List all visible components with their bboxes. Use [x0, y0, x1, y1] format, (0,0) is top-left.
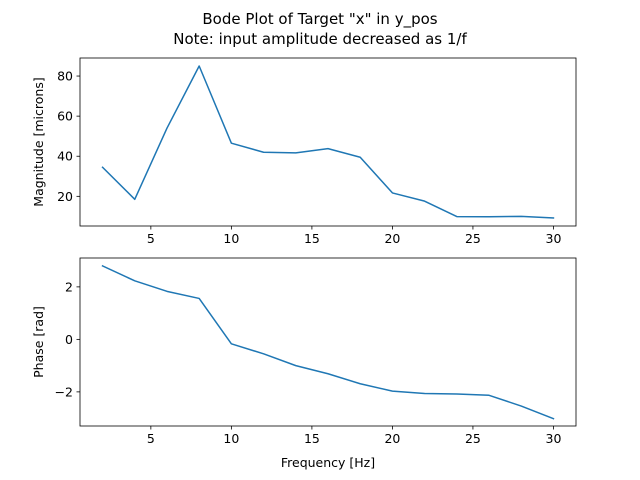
magnitude-xtick-label: 20: [384, 231, 400, 246]
phase-ytick-label: 0: [65, 332, 73, 347]
magnitude-plot-frame: [79, 57, 577, 227]
magnitude-xtick-label: 10: [223, 231, 239, 246]
phase-plot-frame: [79, 257, 577, 427]
phase-ylabel: Phase [rad]: [31, 306, 46, 378]
magnitude-xtick-label: 30: [546, 231, 562, 246]
magnitude-xtick-label: 25: [465, 231, 481, 246]
magnitude-axes: 5 10 15 20 25 30 20 40 60 80: [57, 57, 577, 246]
phase-xlabel: Frequency [Hz]: [281, 455, 375, 470]
phase-ytick-label: 2: [65, 279, 73, 294]
phase-xtick-label: 15: [304, 431, 320, 446]
magnitude-ytick-label: 60: [57, 109, 73, 124]
magnitude-ytick-label: 40: [57, 149, 73, 164]
phase-ytick-label: −2: [55, 384, 73, 399]
phase-xtick-label: 30: [546, 431, 562, 446]
phase-axes: 5 10 15 20 25 30 −2 0 2: [55, 257, 577, 446]
chart-subtitle: Note: input amplitude decreased as 1/f: [173, 30, 467, 48]
phase-xtick-label: 10: [223, 431, 239, 446]
magnitude-ylabel: Magnitude [microns]: [31, 77, 46, 206]
magnitude-xtick-label: 15: [304, 231, 320, 246]
phase-xtick-label: 25: [465, 431, 481, 446]
phase-xtick-label: 20: [384, 431, 400, 446]
magnitude-series-line: [101, 65, 555, 219]
magnitude-ytick-label: 20: [57, 189, 73, 204]
magnitude-xtick-label: 5: [147, 231, 155, 246]
chart-title: Bode Plot of Target "x" in y_pos: [202, 10, 437, 29]
magnitude-ytick-label: 80: [57, 69, 73, 84]
phase-xtick-label: 5: [147, 431, 155, 446]
phase-series-line: [101, 264, 555, 420]
